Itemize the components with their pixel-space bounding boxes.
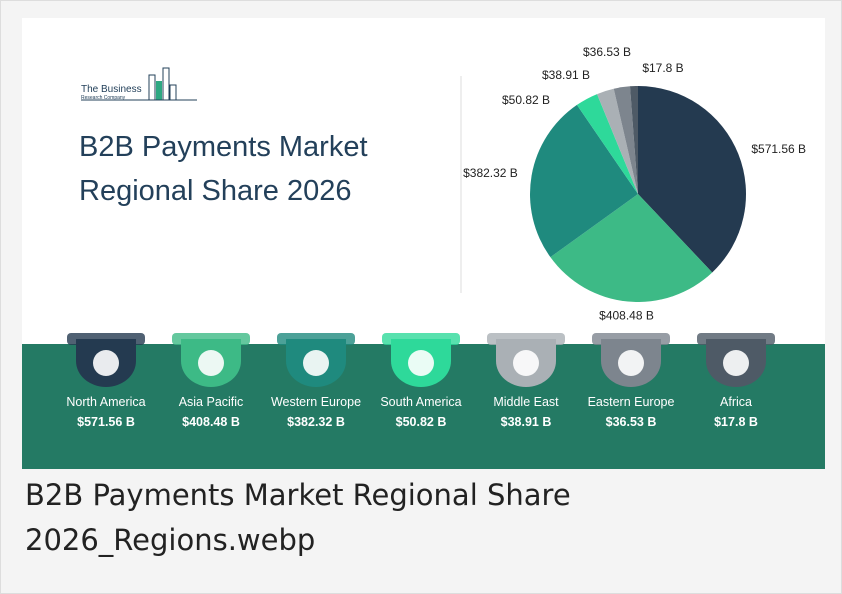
file-caption: B2B Payments Market Regional Share 2026_… [25, 478, 571, 557]
region-value: $382.32 B [287, 415, 345, 429]
region-name: Asia Pacific [179, 395, 244, 409]
pie-slice [529, 104, 638, 258]
region-name: Eastern Europe [588, 395, 675, 409]
chart-title: B2B Payments Market Regional Share 2026 [79, 131, 368, 207]
region-icon [198, 350, 224, 376]
infographic: The Business Research Company $571.56 B $… [22, 18, 825, 469]
slice-label: $38.91 B [542, 68, 590, 82]
region-icon [513, 350, 539, 376]
region-icon [303, 350, 329, 376]
slice-label: $36.53 B [583, 45, 631, 59]
region-value: $36.53 B [606, 415, 657, 429]
region-icon [723, 350, 749, 376]
region-value: $571.56 B [77, 415, 135, 429]
region-name: North America [66, 395, 145, 409]
slice-label: $50.82 B [502, 93, 550, 107]
region-name: Africa [720, 395, 752, 409]
logo-line1: The Business [81, 84, 142, 95]
pie-slice [597, 88, 638, 194]
logo-bar [156, 81, 162, 100]
region-value: $38.91 B [501, 415, 552, 429]
slice-label: $408.48 B [599, 308, 654, 322]
pie-slice [550, 194, 713, 302]
pie-slice [613, 86, 638, 194]
region-icon [408, 350, 434, 376]
slice-label: $17.8 B [642, 61, 683, 75]
slice-label: $571.56 B [751, 142, 806, 156]
region-name: Western Europe [271, 395, 361, 409]
pie-slice [638, 86, 746, 273]
slice-label: $382.32 B [463, 166, 518, 180]
region-icon [618, 350, 644, 376]
pie-slice [576, 94, 638, 194]
region-icon [93, 350, 119, 376]
region-value: $50.82 B [396, 415, 447, 429]
pie-slice [629, 86, 638, 194]
logo: The Business Research Company [81, 67, 197, 101]
region-name: Middle East [493, 395, 559, 409]
logo-line2: Research Company [81, 95, 126, 101]
region-name: South America [380, 395, 461, 409]
region-value: $408.48 B [182, 415, 240, 429]
region-value: $17.8 B [714, 415, 758, 429]
